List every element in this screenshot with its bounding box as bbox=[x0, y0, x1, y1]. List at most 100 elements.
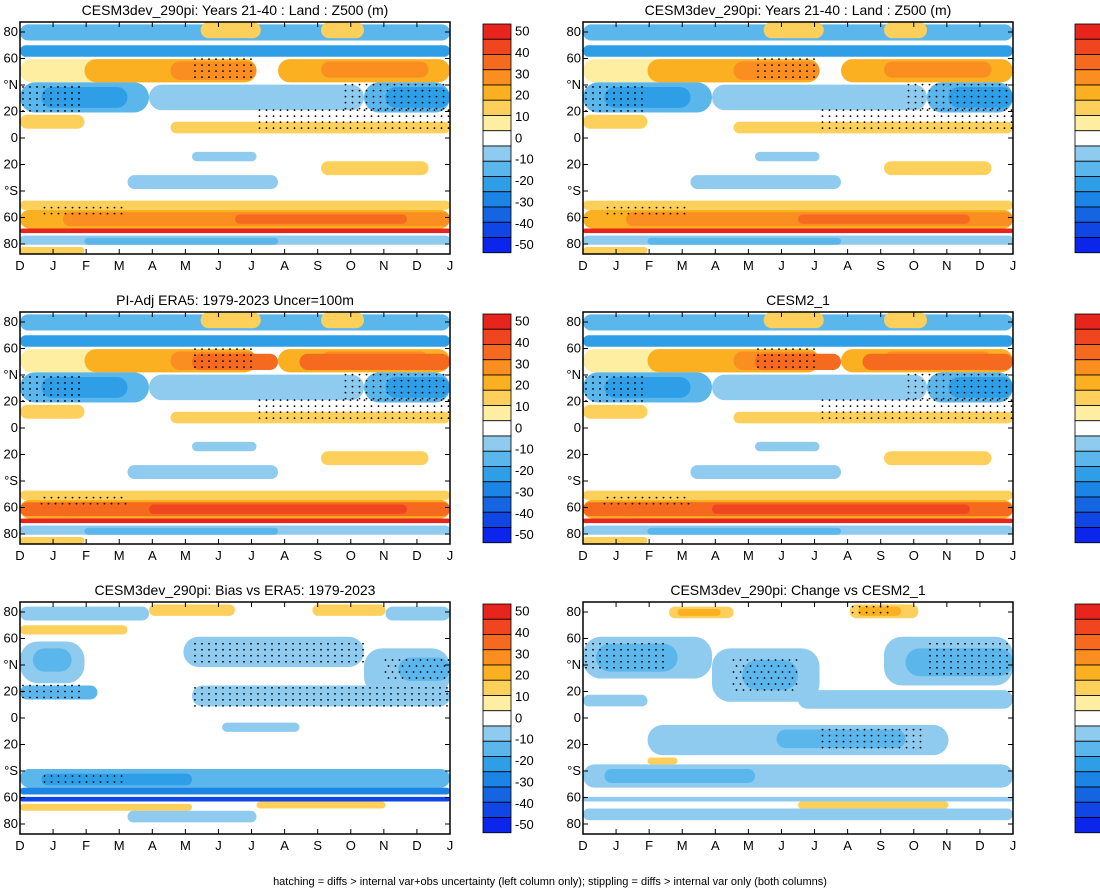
stipple-dot bbox=[50, 696, 52, 699]
stipple-dot bbox=[379, 397, 382, 400]
stipple-dot bbox=[886, 605, 889, 608]
stipple-dot bbox=[229, 58, 231, 61]
stipple-dot bbox=[372, 391, 375, 394]
stipple-dot bbox=[792, 348, 794, 351]
colorbar-swatch bbox=[1074, 176, 1100, 193]
stipple-dot bbox=[641, 376, 643, 378]
stipple-dot bbox=[194, 654, 196, 657]
stipple-dot bbox=[947, 399, 950, 402]
stipple-dot bbox=[412, 127, 415, 130]
stipple-dot bbox=[828, 405, 831, 408]
stipple-dot bbox=[905, 399, 908, 402]
stipple-dot bbox=[390, 692, 392, 695]
stipple-dot bbox=[327, 642, 329, 645]
stipple-dot bbox=[398, 109, 401, 112]
stipple-dot bbox=[999, 648, 1001, 651]
stipple-dot bbox=[236, 58, 238, 61]
x-tick-label: D bbox=[975, 548, 984, 563]
stipple-dot bbox=[791, 677, 794, 679]
stipple-dot bbox=[194, 660, 196, 663]
stipple-dot bbox=[393, 379, 396, 382]
stipple-dot bbox=[320, 648, 322, 651]
stipple-dot bbox=[813, 70, 815, 73]
stippling bbox=[585, 605, 1008, 749]
stipple-dot bbox=[806, 366, 808, 369]
stipple-dot bbox=[634, 648, 636, 651]
stipple-dot bbox=[50, 684, 52, 687]
colorbar-swatch bbox=[482, 328, 512, 345]
contour-region bbox=[32, 648, 72, 672]
stipple-dot bbox=[414, 83, 417, 86]
stipple-dot bbox=[998, 379, 1001, 382]
stipple-dot bbox=[384, 405, 387, 408]
stipple-dot bbox=[272, 109, 275, 112]
panel-6: CESM3dev_290pi: Change vs CESM2_1D J F M A M J… bbox=[566, 582, 1016, 853]
stipple-dot bbox=[43, 212, 46, 215]
stipple-dot bbox=[891, 127, 894, 130]
stipple-dot bbox=[792, 76, 794, 79]
stipple-dot bbox=[891, 417, 894, 420]
stipple-dot bbox=[971, 666, 973, 669]
stipple-dot bbox=[884, 740, 887, 743]
stipple-dot bbox=[71, 376, 73, 378]
y-tick-label: °S bbox=[567, 763, 581, 778]
y-tick-label: °N bbox=[3, 367, 18, 382]
stipple-dot bbox=[624, 502, 627, 505]
stipple-dot bbox=[421, 385, 424, 388]
stipple-dot bbox=[659, 502, 662, 505]
stipple-dot bbox=[391, 659, 394, 661]
stipple-dot bbox=[236, 642, 238, 645]
stipple-dot bbox=[764, 64, 766, 67]
x-tick-label: J bbox=[50, 838, 57, 853]
stipple-dot bbox=[71, 110, 73, 112]
stipple-dot bbox=[363, 411, 366, 414]
stipple-dot bbox=[928, 95, 931, 98]
stipple-dot bbox=[265, 121, 268, 124]
stipple-dot bbox=[414, 95, 417, 98]
stipple-dot bbox=[264, 686, 266, 689]
y-tick-label: 0 bbox=[574, 130, 581, 145]
contour-region bbox=[798, 214, 970, 224]
stipple-dot bbox=[372, 95, 375, 98]
y-tick-label: 60 bbox=[4, 341, 18, 356]
stipple-dot bbox=[835, 115, 838, 118]
stipple-dot bbox=[99, 781, 102, 783]
stipple-dot bbox=[613, 660, 615, 663]
stipple-dot bbox=[351, 83, 354, 86]
stipple-dot bbox=[306, 686, 308, 689]
stipple-dot bbox=[384, 121, 387, 124]
stipple-dot bbox=[617, 502, 620, 505]
stipple-dot bbox=[50, 110, 52, 112]
stipple-dot bbox=[942, 385, 945, 388]
stipple-dot bbox=[956, 379, 959, 382]
stipple-dot bbox=[257, 660, 259, 663]
stipple-dot bbox=[341, 648, 343, 651]
contour-region bbox=[862, 353, 1013, 370]
stipple-dot bbox=[208, 348, 210, 351]
stipple-dot bbox=[1010, 115, 1013, 118]
stipple-dot bbox=[735, 689, 738, 691]
stipple-dot bbox=[358, 397, 361, 400]
x-tick-label: D bbox=[15, 838, 24, 853]
stipple-dot bbox=[435, 373, 438, 376]
stipple-dot bbox=[446, 704, 448, 707]
stipple-dot bbox=[648, 648, 650, 651]
stipple-dot bbox=[120, 775, 123, 777]
colorbar-swatch bbox=[1074, 618, 1100, 635]
stipple-dot bbox=[610, 502, 613, 505]
stipple-dot bbox=[43, 684, 45, 687]
stipple-dot bbox=[592, 110, 594, 112]
stipple-dot bbox=[634, 206, 637, 209]
colorbar-swatch bbox=[1074, 344, 1100, 361]
stipple-dot bbox=[285, 698, 287, 701]
stipple-dot bbox=[683, 496, 686, 499]
stipple-dot bbox=[957, 654, 959, 657]
x-tick-label: M bbox=[180, 838, 191, 853]
stipple-dot bbox=[279, 127, 282, 130]
stipple-dot bbox=[113, 775, 116, 777]
stipple-dot bbox=[947, 115, 950, 118]
stipple-dot bbox=[257, 704, 259, 707]
stipple-dot bbox=[963, 95, 966, 98]
stipple-dot bbox=[795, 659, 798, 661]
